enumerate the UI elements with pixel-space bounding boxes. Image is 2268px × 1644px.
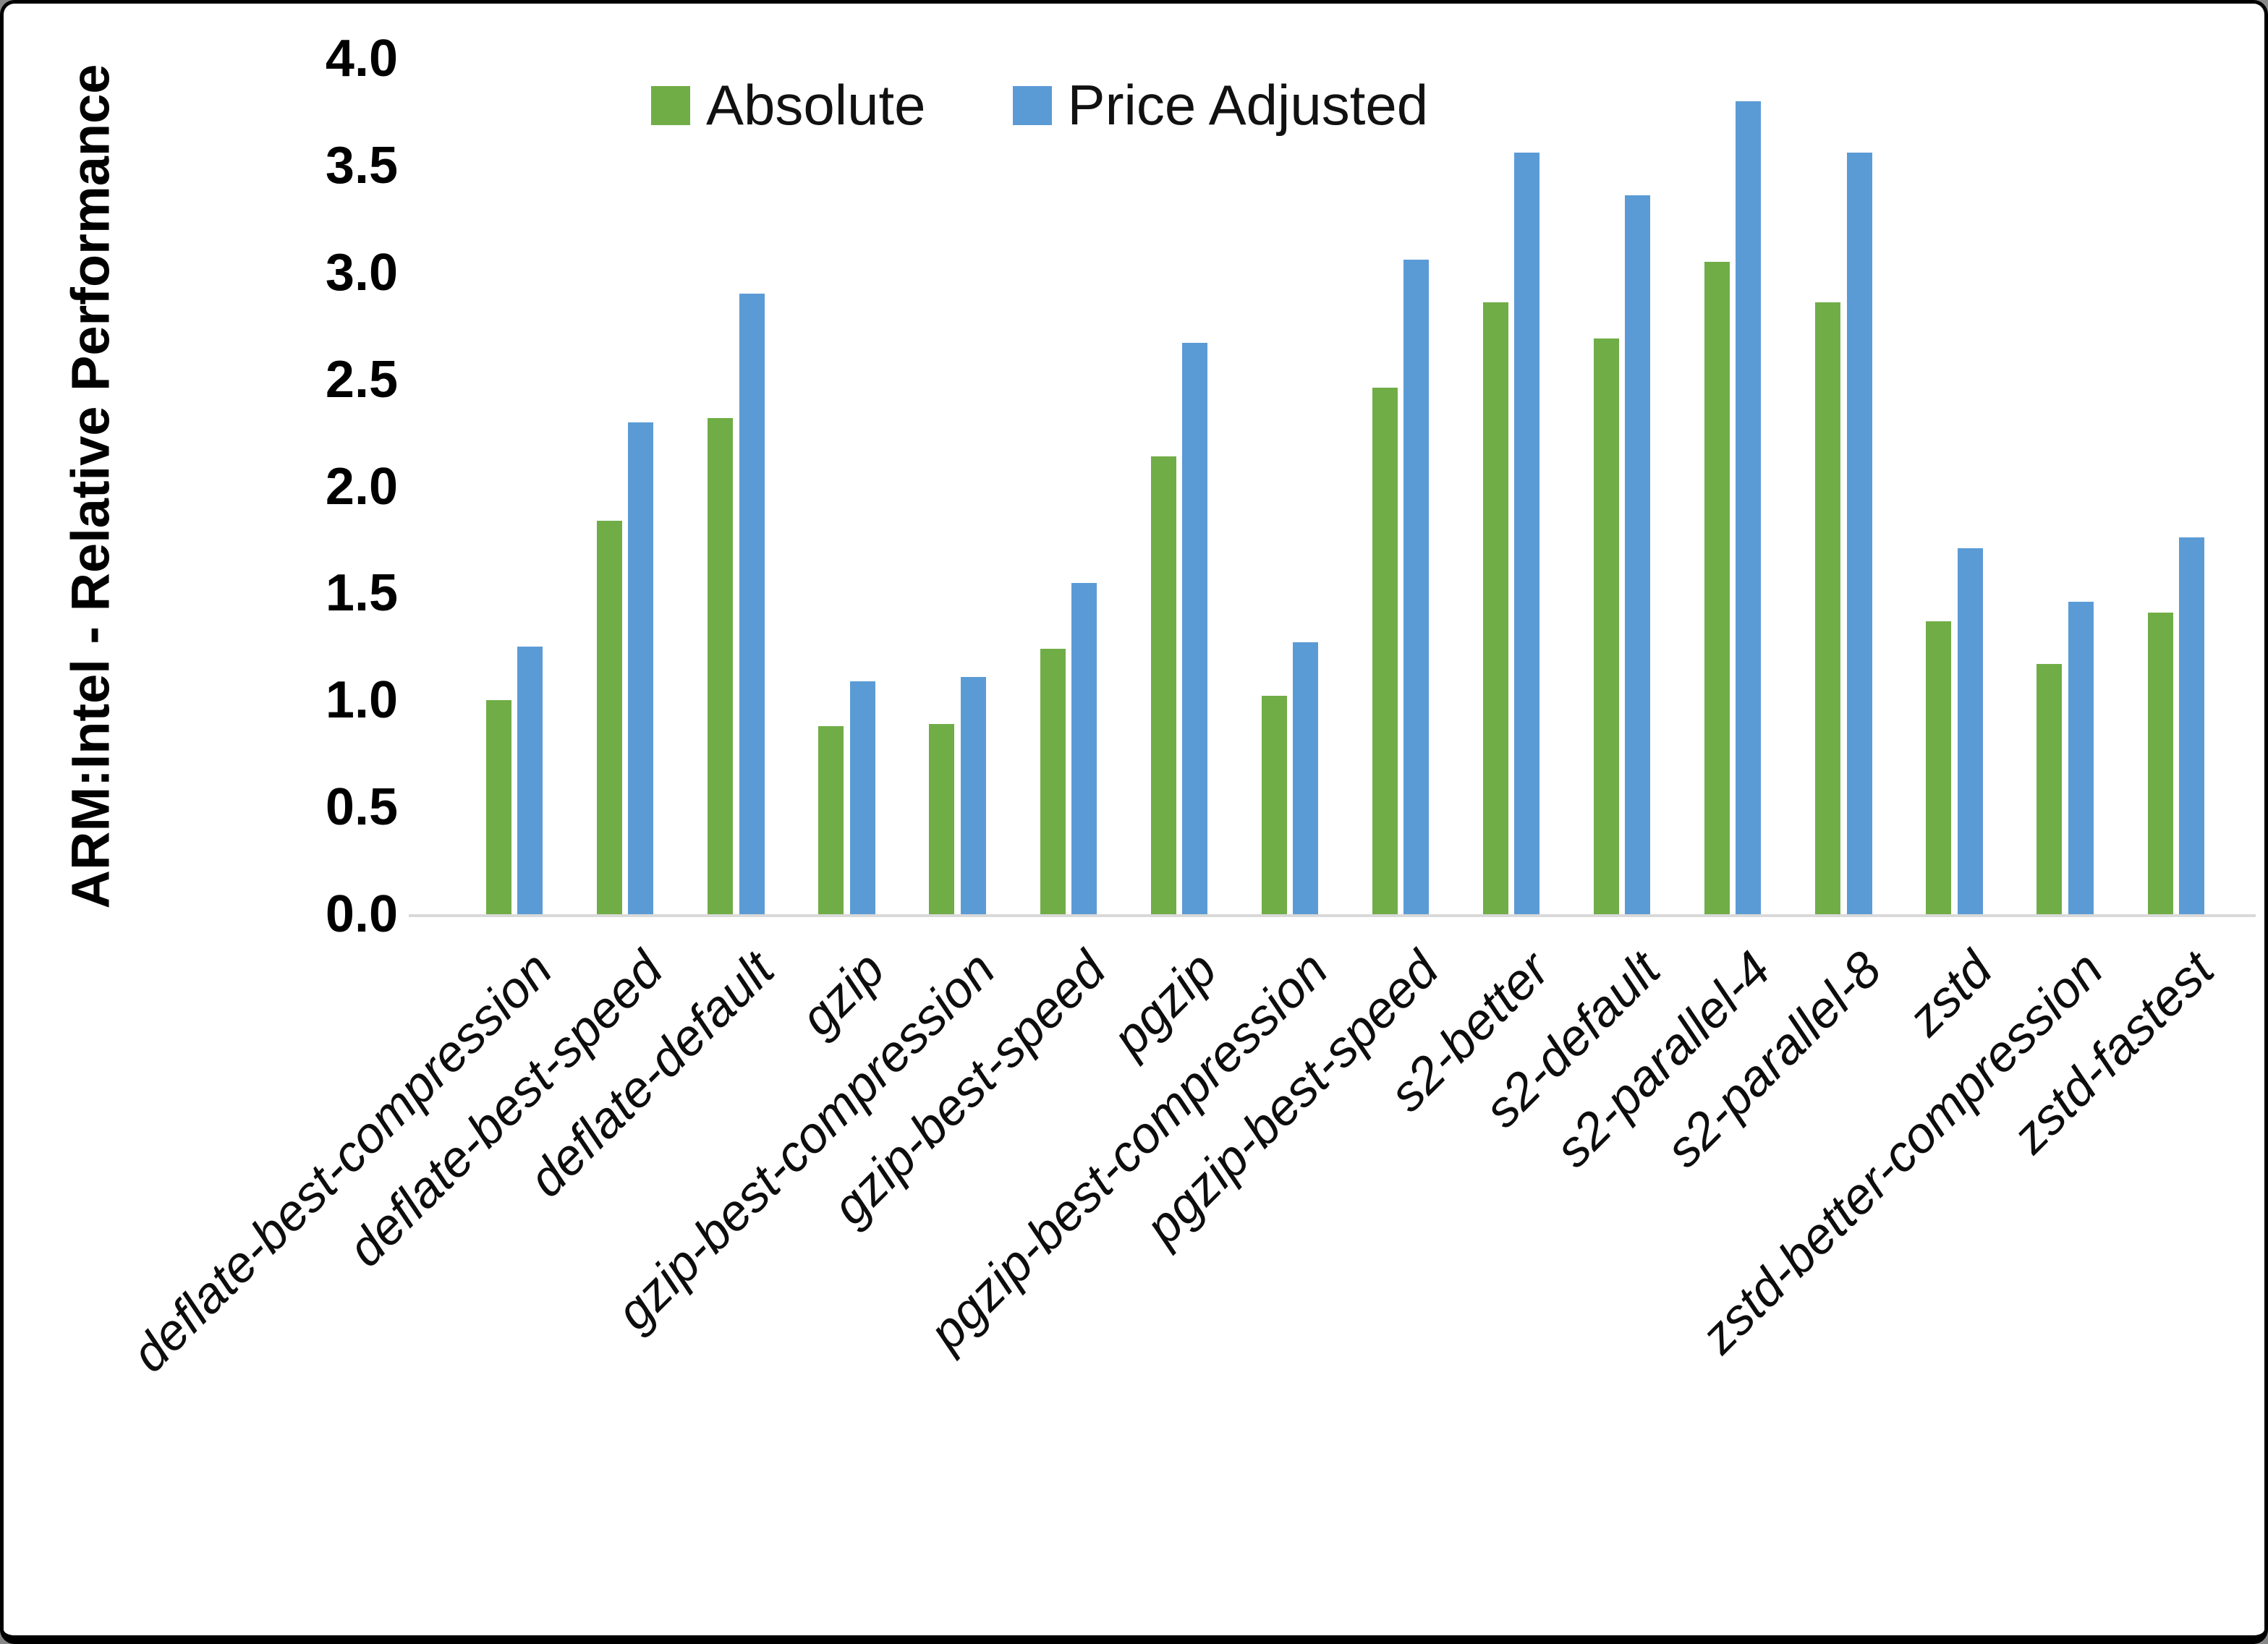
bar-price-adjusted-deflate-best-speed <box>628 422 654 914</box>
y-tick-label: 0.0 <box>325 885 398 943</box>
y-tick-label: 2.5 <box>325 350 398 409</box>
bar-price-adjusted-gzip-best-compression <box>960 676 986 914</box>
bar-price-adjusted-s2-better <box>1514 153 1540 914</box>
y-tick-label: 1.5 <box>325 564 398 623</box>
legend-item-price-adjusted: Price Adjusted <box>1012 72 1429 138</box>
bar-absolute-zstd <box>1926 621 1952 914</box>
bar-absolute-gzip <box>818 725 844 914</box>
bar-absolute-gzip-best-speed <box>1040 649 1066 914</box>
bar-absolute-s2-parallel-4 <box>1704 261 1730 914</box>
bar-absolute-s2-parallel-8 <box>1815 302 1841 914</box>
y-tick-label: 1.0 <box>325 671 398 730</box>
legend-label-price-adjusted: Price Adjusted <box>1067 73 1429 137</box>
x-axis-line <box>409 914 2256 917</box>
bar-price-adjusted-deflate-default <box>739 294 765 914</box>
bar-price-adjusted-gzip <box>849 681 875 914</box>
legend: Absolute Price Adjusted <box>651 72 1428 138</box>
legend-swatch-price-adjusted-icon <box>1012 85 1052 125</box>
x-axis-label: deflate-best-compression <box>120 940 563 1383</box>
bar-price-adjusted-pgzip <box>1181 343 1207 914</box>
legend-item-absolute: Absolute <box>651 72 926 138</box>
bar-price-adjusted-s2-parallel-8 <box>1846 153 1872 914</box>
legend-swatch-absolute-icon <box>651 85 690 125</box>
bar-price-adjusted-zstd-fastest <box>2178 537 2204 914</box>
bar-absolute-s2-better <box>1482 302 1508 914</box>
y-tick-label: 3.5 <box>325 136 398 195</box>
bar-absolute-pgzip <box>1150 456 1176 914</box>
bar-price-adjusted-gzip-best-speed <box>1071 582 1097 914</box>
bar-absolute-zstd-better-compression <box>2036 663 2063 914</box>
y-tick-label: 4.0 <box>325 30 398 88</box>
y-tick-label: 2.0 <box>325 457 398 516</box>
bar-price-adjusted-s2-default <box>1625 195 1651 914</box>
legend-label-absolute: Absolute <box>706 73 926 137</box>
bar-absolute-gzip-best-compression <box>929 723 955 914</box>
bar-absolute-deflate-best-speed <box>597 520 623 914</box>
y-axis-title: ARM:Intel - Relative Performance <box>60 64 121 909</box>
bar-absolute-pgzip-best-compression <box>1261 696 1287 914</box>
y-tick-label: 3.0 <box>325 243 398 302</box>
bar-absolute-deflate-best-compression <box>486 700 511 914</box>
bar-price-adjusted-zstd-better-compression <box>2068 602 2094 914</box>
bar-price-adjusted-deflate-best-compression <box>517 647 543 914</box>
bar-absolute-s2-default <box>1594 338 1619 914</box>
bar-absolute-pgzip-best-speed <box>1372 388 1398 914</box>
bar-price-adjusted-pgzip-best-compression <box>1293 642 1318 914</box>
bar-absolute-deflate-default <box>708 417 734 914</box>
y-tick-label: 0.5 <box>325 778 398 837</box>
bar-price-adjusted-zstd <box>1957 548 1983 914</box>
bar-price-adjusted-s2-parallel-4 <box>1736 101 1762 914</box>
bar-absolute-zstd-fastest <box>2147 612 2173 914</box>
bar-price-adjusted-pgzip-best-speed <box>1403 260 1430 914</box>
